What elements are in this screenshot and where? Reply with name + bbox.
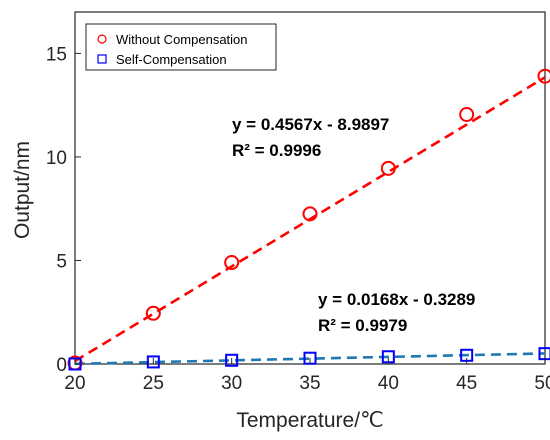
legend-box	[85, 23, 277, 71]
point-without-compensation	[302, 206, 318, 222]
y-tick-label: 5	[56, 251, 67, 272]
fit-lines	[74, 76, 546, 366]
axis-ticks: 20 25 30 35 40 45 50 0 5 10 15	[46, 44, 550, 394]
annotation-equation-2: y = 0.0168x - 0.3289	[318, 290, 475, 309]
x-tick-label: 50	[534, 373, 550, 394]
legend-marker-square	[97, 54, 107, 64]
legend-label-self-compensation: Self-Compensation	[116, 52, 227, 67]
x-tick-label: 20	[64, 373, 85, 394]
fit-line-1	[74, 352, 546, 366]
x-axis-label: Temperature/℃	[236, 409, 383, 432]
data-points	[67, 68, 550, 371]
point-without-compensation	[145, 305, 161, 321]
point-without-compensation	[224, 255, 240, 271]
legend-marker-circle	[97, 34, 107, 44]
y-tick-label: 15	[46, 44, 67, 65]
x-tick-label: 35	[299, 373, 320, 394]
point-without-compensation	[537, 68, 550, 84]
annotation-r2-2: R² = 0.9979	[318, 316, 407, 335]
fit-line-0	[74, 76, 546, 363]
point-self-compensation	[146, 355, 160, 369]
y-axis-label: Output/nm	[11, 141, 34, 239]
x-tick-label: 45	[456, 373, 477, 394]
legend: Without Compensation Self-Compensation	[85, 23, 277, 71]
y-tick-label: 0	[56, 355, 67, 376]
legend-label-without-compensation: Without Compensation	[116, 32, 248, 47]
point-self-compensation	[225, 353, 239, 367]
x-tick-label: 30	[221, 373, 242, 394]
y-tick-label: 10	[46, 148, 67, 169]
x-tick-label: 25	[143, 373, 164, 394]
point-without-compensation	[380, 160, 396, 176]
annotation-equation-1: y = 0.4567x - 8.9897	[232, 115, 389, 134]
point-without-compensation	[459, 106, 475, 122]
x-tick-label: 40	[378, 373, 399, 394]
annotation-r2-1: R² = 0.9996	[232, 141, 321, 160]
plot-area	[74, 11, 546, 365]
